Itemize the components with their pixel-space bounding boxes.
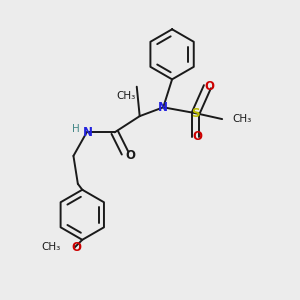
- Text: O: O: [126, 149, 136, 162]
- Text: CH₃: CH₃: [232, 114, 252, 124]
- Text: CH₃: CH₃: [116, 91, 135, 101]
- Text: N: N: [158, 101, 168, 114]
- Text: O: O: [192, 130, 202, 143]
- Text: CH₃: CH₃: [41, 242, 60, 252]
- Text: H: H: [72, 124, 80, 134]
- Text: O: O: [204, 80, 214, 93]
- Text: N: N: [83, 126, 93, 139]
- Text: O: O: [71, 241, 81, 254]
- Text: S: S: [191, 107, 200, 120]
